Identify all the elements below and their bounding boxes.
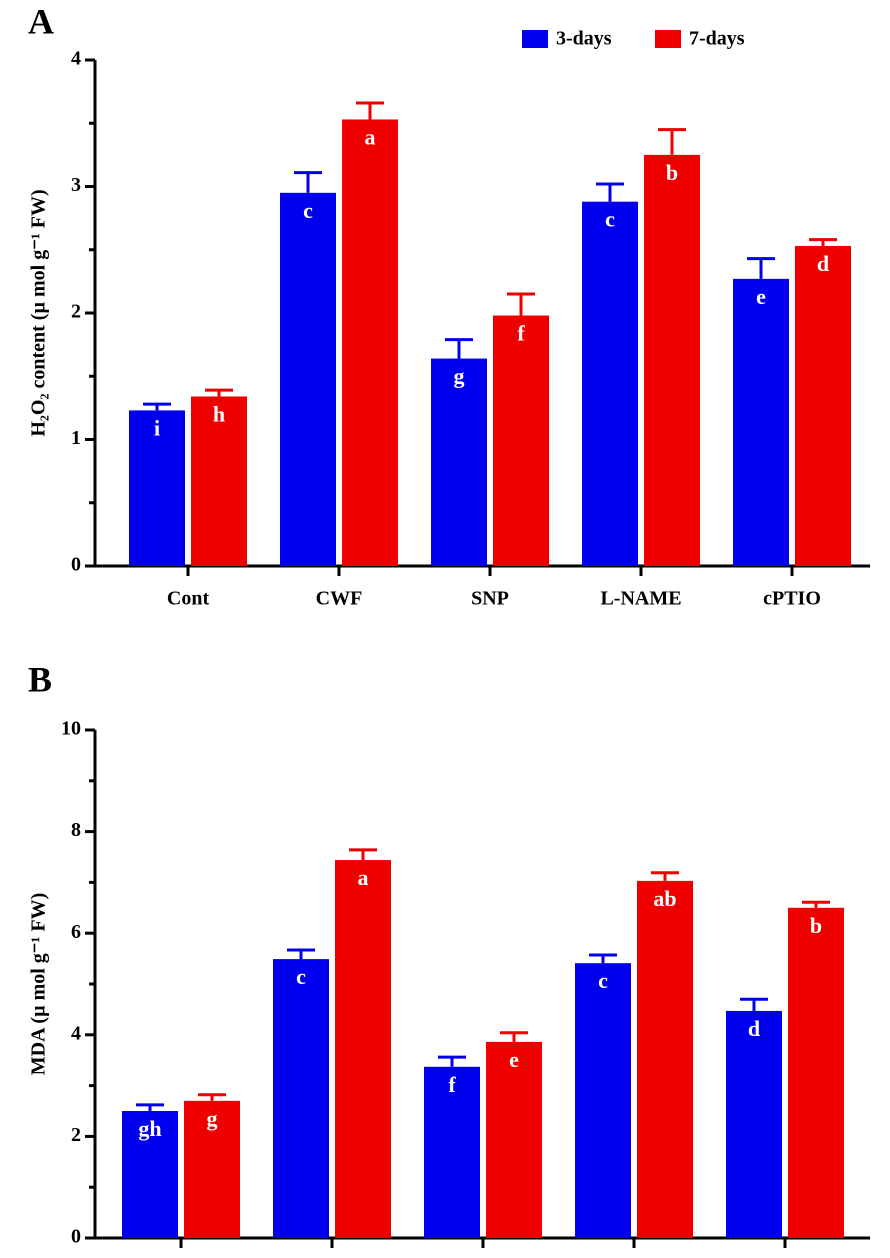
significance-letter: gh [138, 1116, 161, 1141]
y-tick-label: 2 [71, 1124, 81, 1146]
significance-letter: e [756, 284, 766, 309]
bar [637, 880, 693, 1238]
bar [191, 396, 247, 566]
x-tick-label: Cont [167, 588, 210, 610]
significance-letter: b [810, 913, 822, 938]
legend-swatch [522, 30, 548, 48]
y-tick-label: 2 [71, 301, 81, 323]
bar [122, 1111, 178, 1238]
bar [129, 410, 185, 566]
legend-swatch [655, 30, 681, 48]
panel-label: B [28, 659, 52, 699]
bar [184, 1100, 240, 1238]
significance-letter: a [365, 125, 376, 150]
significance-letter: c [303, 198, 313, 223]
significance-letter: f [517, 321, 525, 346]
significance-letter: b [666, 160, 678, 185]
significance-letter: c [296, 964, 306, 989]
bar [575, 963, 631, 1238]
significance-letter: f [448, 1072, 456, 1097]
y-axis-label: H₂O₂ content (µ mol g⁻¹ FW) [28, 189, 50, 436]
bar [582, 201, 638, 566]
bar [335, 860, 391, 1238]
x-tick-label: CWF [316, 588, 363, 610]
bar [726, 1010, 782, 1238]
panel-label: A [28, 1, 54, 41]
significance-letter: i [154, 415, 160, 440]
x-tick-label: cPTIO [763, 588, 821, 610]
y-tick-label: 4 [71, 48, 81, 70]
x-tick-label: L-NAME [600, 588, 681, 610]
y-tick-label: 4 [71, 1022, 81, 1044]
x-tick-label: SNP [471, 588, 509, 610]
y-axis-label: MDA (µ mol g⁻¹ FW) [28, 893, 50, 1076]
significance-letter: g [207, 1106, 218, 1131]
bar [644, 154, 700, 566]
bar [273, 959, 329, 1238]
significance-letter: ab [653, 886, 676, 911]
bar [280, 192, 336, 566]
bar [493, 315, 549, 566]
bar [424, 1066, 480, 1238]
legend-label: 3-days [556, 28, 612, 50]
bar [733, 278, 789, 566]
y-tick-label: 3 [71, 174, 81, 196]
bar [795, 245, 851, 566]
y-tick-label: 0 [71, 1226, 81, 1248]
significance-letter: c [598, 968, 608, 993]
significance-letter: c [605, 207, 615, 232]
significance-letter: d [817, 251, 829, 276]
y-tick-label: 0 [71, 554, 81, 576]
bar [431, 358, 487, 566]
significance-letter: d [748, 1016, 760, 1041]
y-tick-label: 8 [71, 819, 81, 841]
significance-letter: h [213, 402, 225, 427]
y-tick-label: 1 [71, 427, 81, 449]
significance-letter: e [509, 1047, 519, 1072]
bar [788, 907, 844, 1238]
y-tick-label: 10 [61, 718, 81, 740]
y-tick-label: 6 [71, 921, 81, 943]
significance-letter: a [358, 865, 369, 890]
bar [486, 1041, 542, 1238]
bar [342, 119, 398, 566]
significance-letter: g [454, 364, 465, 389]
legend-label: 7-days [689, 28, 745, 50]
